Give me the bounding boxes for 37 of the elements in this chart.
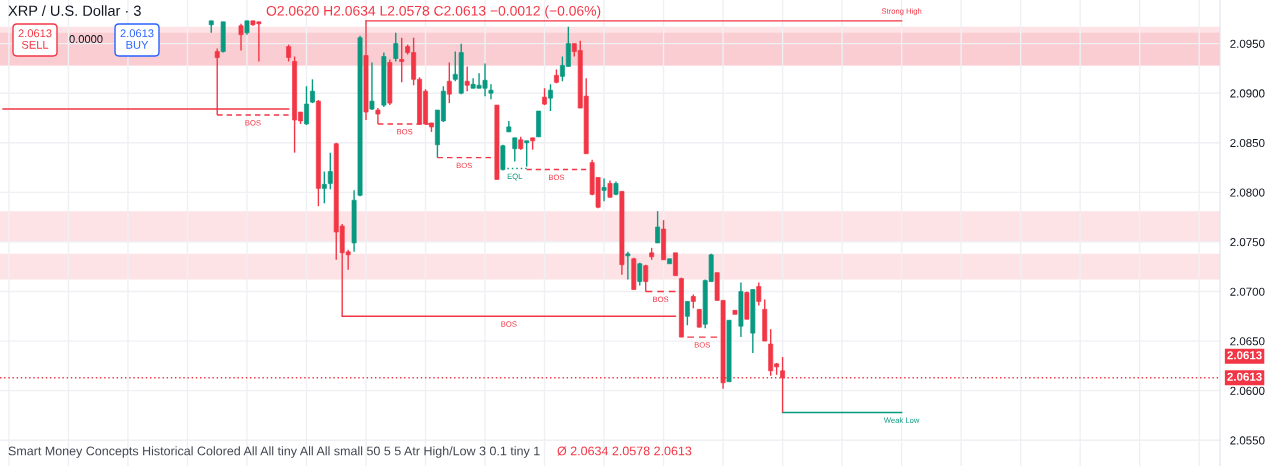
candlestick [625,251,631,281]
annotation: 2.0613 BUY [120,29,154,49]
candlestick [399,36,405,83]
y-tick-label: 2.0800 [1230,188,1265,197]
annotation: Ø 2.0634 2.0578 2.0613 [557,446,692,456]
y-tick-label: 2.0550 [1230,436,1265,445]
candlestick [464,65,470,92]
annotation: 0.0000 [69,35,103,43]
candlestick [321,170,327,204]
y-tick-label: 2.0900 [1230,89,1265,98]
ref-line-label: 2.0613 [1227,372,1262,381]
annotation: O2.0620 H2.0634 L2.0578 C2.0613 −0.0012 (−0.06%) [266,5,601,19]
candlestick [756,281,762,307]
annotation: 2.0613 SELL [18,29,52,49]
y-tick-label: 2.0850 [1230,138,1265,148]
y-tick-label: 2.0750 [1230,238,1265,247]
chart-title: XRP / U.S. Dollar · 3 [8,5,141,16]
y-tick-label: 2.0600 [1230,386,1265,395]
text: 2.0613 [1227,351,1262,360]
y-tick-label: 2.0950 [1230,39,1265,48]
candlestick [488,83,494,100]
candlestick [684,300,690,326]
candlestick [446,61,452,104]
candlestick [304,85,309,126]
candlestick [601,177,607,202]
candlestick [393,32,399,63]
candlestick [327,151,333,191]
candlestick [643,264,649,293]
candlestick [238,23,244,52]
candlestick [548,83,553,112]
candlestick [369,61,375,111]
y-tick-label: 2.0650 [1230,337,1265,346]
candlestick [655,210,661,244]
y-tick-label: 2.0700 [1230,287,1265,296]
text: Smart Money Concepts Historical Colored All All tiny All All small 50 5 5 Atr High/Low 3 0.1 tiny 1 [8,446,540,458]
candlestick [673,252,678,277]
candlestick [512,137,518,163]
